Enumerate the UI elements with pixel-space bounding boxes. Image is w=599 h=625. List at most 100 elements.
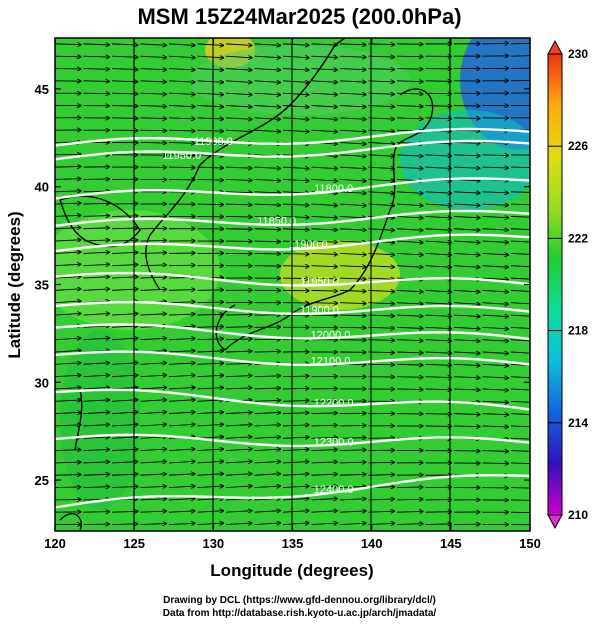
contour-label: 11900.0: [300, 304, 339, 316]
wind-arrow: [510, 400, 530, 403]
wind-arrow: [425, 524, 452, 525]
wind-arrow: [254, 229, 281, 230]
wind-arrow: [510, 450, 530, 452]
wind-arrow: [254, 425, 281, 426]
wind-arrow: [83, 252, 110, 253]
wind-arrow: [55, 179, 81, 180]
wind-arrow: [396, 340, 423, 341]
wind-arrow: [396, 389, 423, 390]
wind-arrow: [140, 486, 167, 487]
wind-arrow: [140, 289, 167, 290]
credits: Drawing by DCL (https://www.gfd-dennou.o…: [0, 594, 599, 620]
wind-arrow: [282, 437, 309, 438]
wind-arrow: [311, 462, 338, 463]
wind-arrow: [368, 105, 395, 106]
wind-arrow: [368, 364, 395, 365]
wind-arrow: [140, 524, 167, 525]
wind-arrow: [254, 179, 281, 180]
wind-arrow: [453, 389, 480, 390]
wind-arrow: [168, 363, 195, 364]
wind-arrow: [55, 350, 81, 352]
wind-arrow: [254, 461, 281, 462]
wind-arrow: [510, 228, 530, 231]
wind-arrow: [425, 266, 452, 268]
wind-arrow: [140, 363, 167, 365]
x-tick-label: 125: [123, 536, 145, 551]
temperature-field: [55, 38, 530, 531]
wind-arrow: [168, 81, 195, 82]
colorbar-tick-label: 226: [568, 139, 588, 153]
wind-arrow: [482, 155, 509, 156]
wind-arrow: [482, 303, 509, 305]
wind-arrow: [396, 253, 423, 255]
wind-arrow: [453, 216, 480, 217]
grid-lines: [133, 38, 451, 531]
wind-arrow: [510, 462, 530, 465]
colorbar-tick-label: 230: [568, 47, 588, 61]
wind-arrow: [168, 105, 195, 106]
wind-arrow: [368, 303, 395, 304]
wind-arrow: [55, 487, 81, 488]
wind-arrow: [168, 375, 195, 376]
wind-arrow: [140, 240, 167, 241]
wind-arrow: [425, 167, 452, 168]
wind-arrow: [197, 424, 224, 426]
colorbar-tick-label: 218: [568, 324, 588, 338]
wind-arrow: [510, 437, 530, 440]
wind-arrow: [339, 155, 366, 157]
wind-arrow: [168, 142, 195, 143]
wind-arrow: [453, 364, 480, 365]
wind-arrow: [282, 44, 309, 45]
wind-arrow: [311, 229, 338, 230]
wind-arrow: [225, 412, 252, 413]
y-tick-label: 45: [35, 82, 49, 97]
wind-arrow: [368, 290, 395, 291]
wind-arrow: [425, 315, 452, 316]
wind-arrow: [282, 204, 309, 205]
wind-arrow: [83, 425, 110, 426]
wind-arrow: [482, 414, 509, 415]
wind-arrow: [55, 203, 81, 204]
wind-arrow: [225, 167, 252, 168]
wind-arrow: [453, 142, 480, 143]
wind-arrow: [55, 338, 81, 340]
wind-arrow: [254, 204, 281, 205]
wind-arrow: [425, 253, 452, 255]
wind-arrow: [311, 474, 338, 475]
wind-arrow: [140, 69, 167, 70]
wind-arrow: [396, 499, 423, 500]
x-tick-label: 130: [202, 536, 224, 551]
wind-arrow: [368, 142, 395, 143]
wind-arrow: [168, 486, 195, 487]
wind-arrow: [254, 93, 281, 95]
wind-arrow: [225, 461, 252, 463]
wind-arrow: [83, 56, 110, 57]
colorbar-tick-label: 222: [568, 231, 588, 245]
wind-arrow: [225, 388, 252, 389]
wind-arrow: [396, 511, 423, 512]
wind-arrow: [225, 118, 252, 119]
wind-arrow: [83, 412, 110, 413]
x-tick-label: 135: [282, 536, 304, 551]
wind-arrow: [140, 105, 167, 106]
wind-arrow: [83, 228, 110, 229]
wind-arrow: [197, 339, 224, 340]
wind-arrow: [339, 229, 366, 230]
wind-arrow: [225, 437, 252, 438]
wind-arrow: [510, 302, 530, 305]
wind-arrow: [254, 44, 281, 46]
wind-arrow: [225, 486, 252, 488]
wind-arrow: [282, 462, 309, 463]
wind-arrow: [55, 475, 81, 476]
wind-arrow: [311, 401, 338, 402]
wind-arrow: [282, 498, 309, 500]
wind-arrow: [482, 43, 509, 44]
axes: 120 125 130 135 140 145 150 25 30 35 40 45: [35, 38, 541, 551]
wind-arrow: [425, 216, 452, 218]
wind-arrow: [282, 56, 309, 57]
wind-arrow: [396, 241, 423, 243]
y-tick-label: 30: [35, 375, 49, 390]
contour-label: 12300.0: [314, 436, 354, 448]
wind-arrow: [282, 81, 309, 83]
wind-arrow: [254, 388, 281, 389]
